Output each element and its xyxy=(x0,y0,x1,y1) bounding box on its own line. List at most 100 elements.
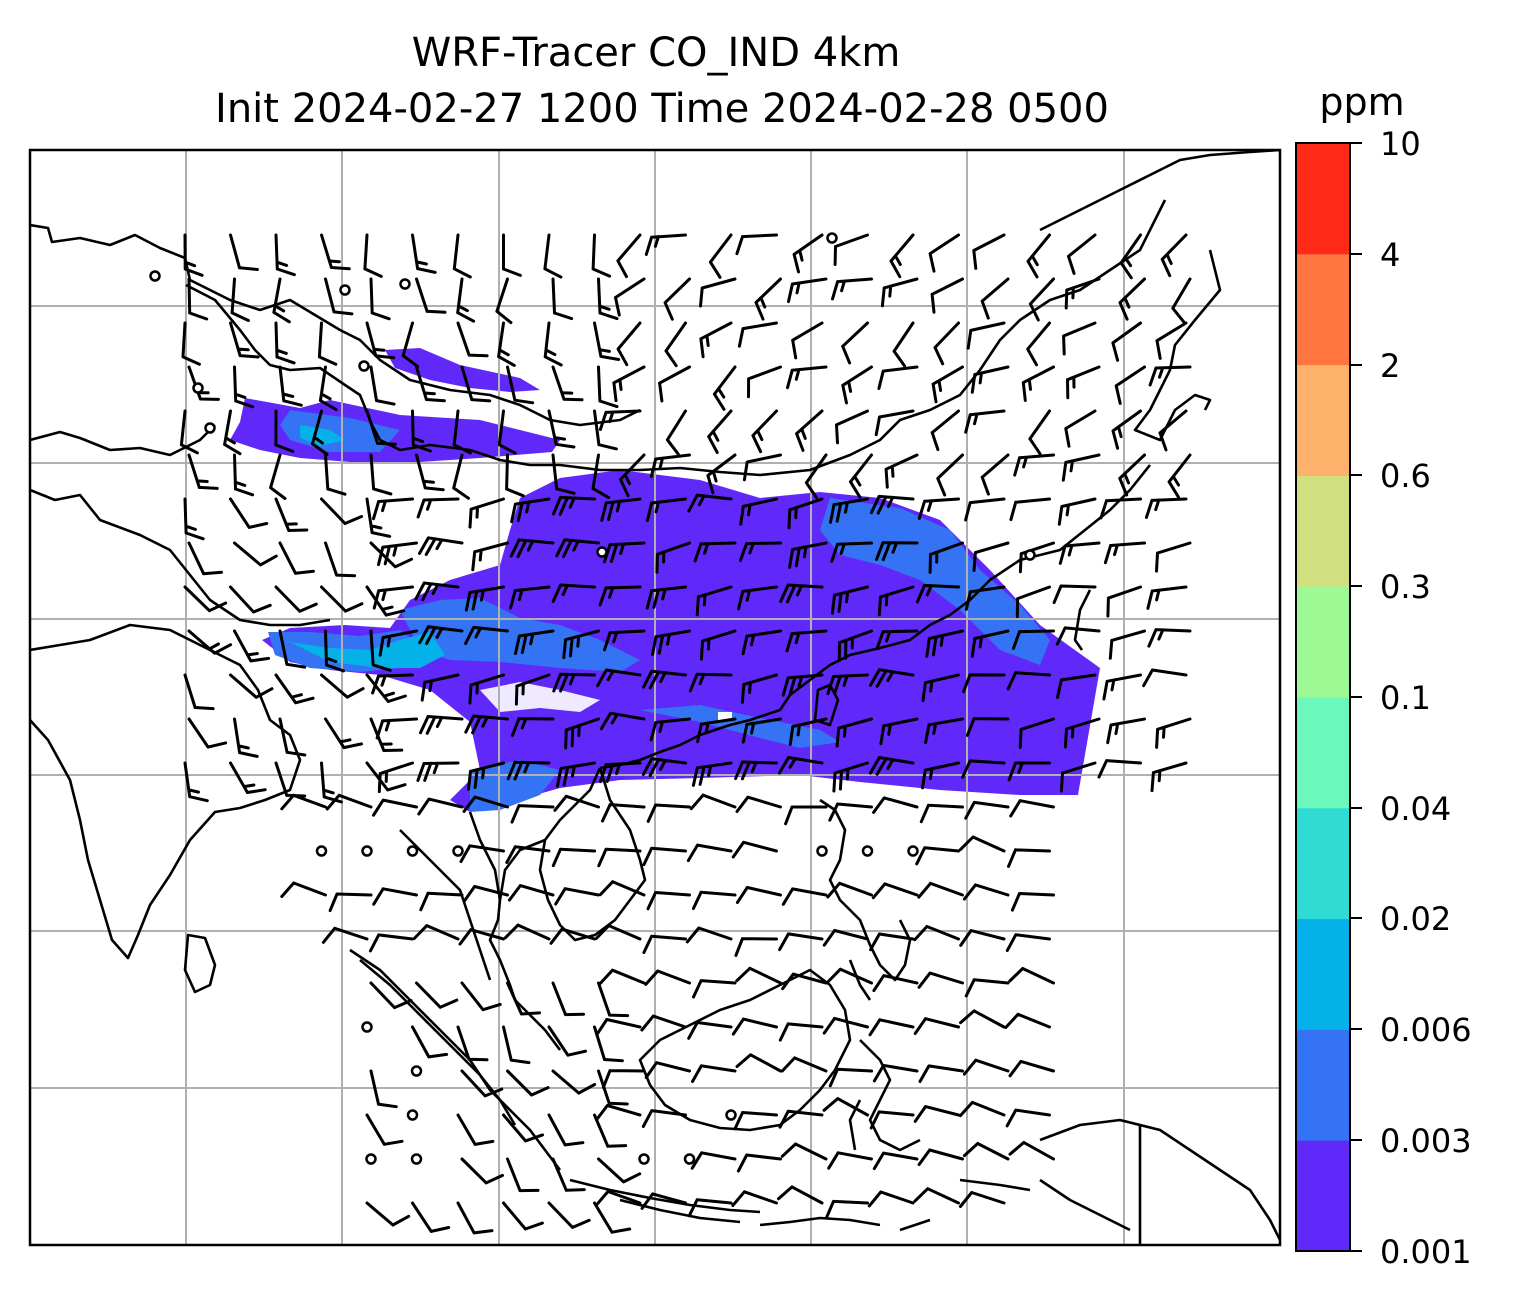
colorbar-blocks xyxy=(1296,143,1350,1252)
wind-barb xyxy=(274,673,315,705)
wind-barb xyxy=(930,409,960,452)
wind-barb xyxy=(274,409,295,453)
wind-barb xyxy=(416,761,460,782)
wind-barb xyxy=(415,277,447,314)
wind-barb xyxy=(835,409,869,445)
wind-barb xyxy=(1114,365,1146,405)
wind-barb xyxy=(506,981,541,1016)
wind-barb xyxy=(972,541,1010,572)
wind-barb xyxy=(514,673,551,706)
wind-barb xyxy=(880,277,919,308)
svg-text:0.3: 0.3 xyxy=(1380,568,1431,606)
wind-barb xyxy=(1103,541,1146,565)
wind-barb xyxy=(597,981,630,1018)
wind-barb xyxy=(509,538,555,559)
title-line-2: Init 2024-02-27 1200 Time 2024-02-28 050… xyxy=(215,86,1109,132)
wind-barb xyxy=(371,673,414,695)
wind-barb xyxy=(649,453,691,478)
wind-barb xyxy=(931,365,964,404)
wind-barb xyxy=(964,409,1006,434)
wind-barb xyxy=(415,365,446,403)
wind-barb xyxy=(369,981,413,1010)
wind-barb xyxy=(497,409,517,455)
wind-barb xyxy=(372,798,418,817)
calm-marker xyxy=(406,1109,419,1121)
wind-barb xyxy=(739,497,778,526)
wind-barb xyxy=(415,981,459,1009)
wind-barb xyxy=(913,925,960,942)
wind-barb xyxy=(278,365,303,407)
wind-barb xyxy=(502,1025,531,1065)
wind-barb xyxy=(1057,497,1097,526)
wind-barb xyxy=(640,1192,687,1210)
wind-barb xyxy=(503,923,551,941)
wind-barb xyxy=(1111,409,1142,450)
wind-barb xyxy=(412,924,460,941)
wind-barb xyxy=(564,717,600,750)
wind-barb xyxy=(612,365,646,403)
wind-barb xyxy=(872,1063,919,1083)
wind-barb xyxy=(1004,1012,1051,1029)
wind-barb xyxy=(369,541,414,569)
wind-barb xyxy=(835,717,873,748)
wind-barb xyxy=(278,541,315,575)
wind-barb xyxy=(593,321,621,361)
wind-barb xyxy=(416,497,460,519)
wind-barb xyxy=(1118,453,1146,497)
wind-barb xyxy=(598,409,642,431)
wind-barb xyxy=(506,1157,540,1193)
wind-barb xyxy=(642,934,687,954)
wind-barb xyxy=(778,932,824,952)
wind-barb xyxy=(831,277,873,301)
wind-barb xyxy=(460,1157,504,1185)
wind-barb xyxy=(464,625,509,645)
wind-barb xyxy=(685,926,733,944)
wind-barb xyxy=(980,453,1010,496)
colorbar-tick: 2 xyxy=(1350,347,1400,385)
wind-barb xyxy=(822,1097,869,1117)
wind-barb xyxy=(917,497,960,520)
wind-barb xyxy=(601,803,646,823)
wind-barb xyxy=(1144,497,1188,519)
wind-barb xyxy=(640,1014,687,1032)
wind-barb xyxy=(734,937,778,957)
wind-barb xyxy=(651,629,691,656)
wind-barb xyxy=(737,585,778,611)
wind-barb xyxy=(980,277,1010,320)
calm-marker xyxy=(204,422,216,434)
wind-barb xyxy=(731,1017,778,1036)
wind-barb xyxy=(754,277,782,321)
wind-barb xyxy=(1011,629,1055,650)
wind-barb xyxy=(879,717,919,746)
wind-barb xyxy=(788,541,828,569)
wind-barb xyxy=(1102,673,1142,701)
wind-barb xyxy=(547,1201,591,1229)
wind-barb xyxy=(280,881,327,898)
wind-barb xyxy=(508,884,555,902)
wind-barb xyxy=(1142,668,1188,688)
wind-barb xyxy=(830,541,873,563)
wind-barb xyxy=(365,1201,411,1227)
wind-barb xyxy=(418,536,464,556)
wind-barb xyxy=(871,882,919,900)
wind-barb xyxy=(467,761,505,791)
wind-barb xyxy=(414,581,460,602)
wind-barb xyxy=(458,928,505,946)
wind-barb xyxy=(741,629,782,656)
wind-barb xyxy=(418,625,464,645)
wind-barb xyxy=(269,453,287,500)
wind-barb xyxy=(867,1190,915,1208)
wind-barb xyxy=(827,1151,873,1170)
svg-text:0.1: 0.1 xyxy=(1380,679,1431,717)
map-panel xyxy=(28,148,1282,1247)
wind-barb xyxy=(597,277,619,321)
wind-barb xyxy=(733,1111,778,1131)
wind-barb xyxy=(324,541,357,578)
colorbar-block xyxy=(1296,475,1350,587)
wind-barb xyxy=(655,541,691,574)
wind-barb xyxy=(551,1069,597,1095)
wind-barb xyxy=(641,757,687,777)
wind-barb xyxy=(456,321,489,358)
wind-barb xyxy=(964,800,1010,820)
wind-barb xyxy=(502,233,522,277)
